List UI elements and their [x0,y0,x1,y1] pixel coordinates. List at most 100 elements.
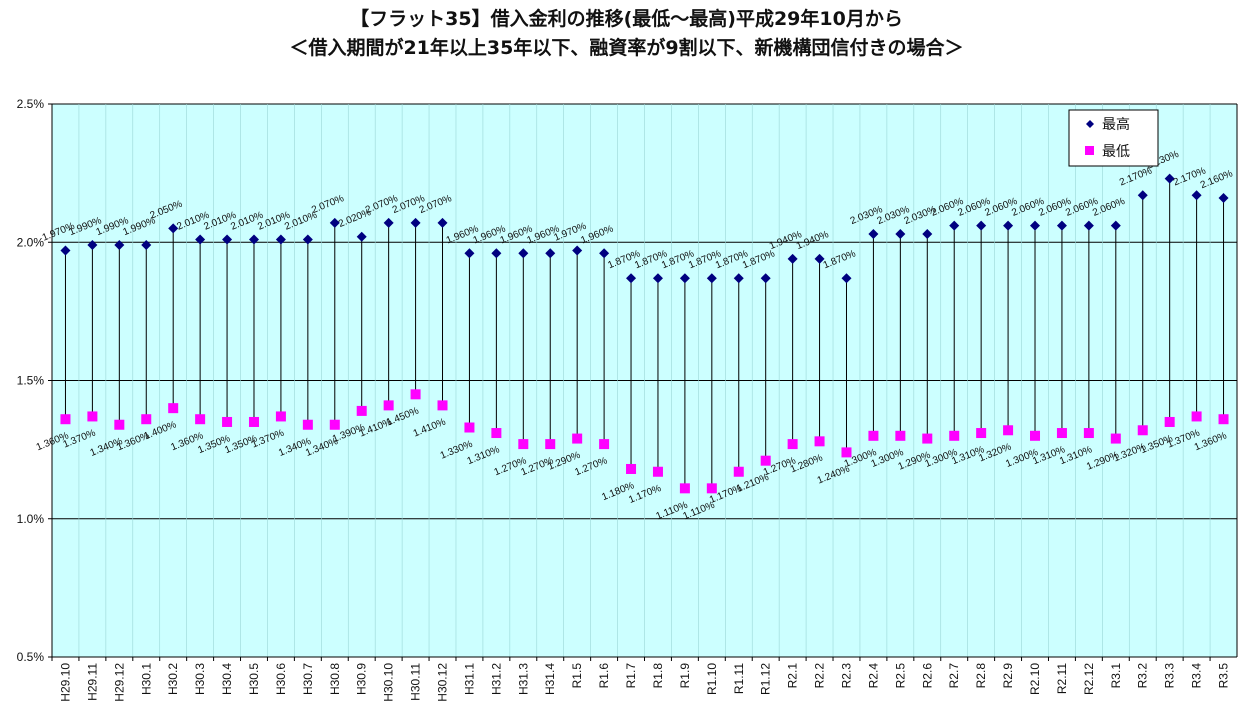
low-point [356,405,367,416]
x-tick-label: H29.10 [58,663,72,702]
x-tick-label: R2.8 [974,663,988,689]
high-point [841,273,852,284]
x-tick-label: R3.4 [1190,663,1204,689]
low-point [599,439,610,450]
x-tick-label: H29.12 [112,663,126,702]
low-point [87,411,98,422]
y-tick-label: 2.5% [17,97,45,111]
x-tick-label: H31.1 [462,663,476,695]
low-point [922,433,933,444]
x-tick-label: R3.1 [1109,663,1123,689]
low-point [1137,425,1148,436]
low-point [760,455,771,466]
low-point [1030,430,1041,441]
x-tick-label: R2.3 [839,663,853,689]
high-point [168,223,179,234]
low-point [275,411,286,422]
y-tick-label: 1.0% [17,512,45,526]
high-point [302,234,313,245]
high-point [949,220,960,231]
low-point [1164,416,1175,427]
high-point [329,217,340,228]
x-tick-label: R1.10 [705,663,719,695]
high-point [114,240,125,251]
high-point [545,248,556,259]
high-point [222,234,233,245]
x-tick-label: R3.2 [1136,663,1150,689]
x-tick-label: H30.2 [166,663,180,695]
low-point [1083,428,1094,439]
low-point [868,430,879,441]
high-point [922,228,933,239]
low-point [491,428,502,439]
high-point [1056,220,1067,231]
x-tick-label: H30.9 [355,663,369,695]
x-tick-label: R1.8 [651,663,665,689]
low-point [949,430,960,441]
high-point [1137,190,1148,201]
x-tick-label: H31.4 [543,663,557,695]
high-point [976,220,987,231]
x-tick-label: H31.2 [489,663,503,695]
x-tick-label: R1.11 [732,663,746,694]
low-point [1218,414,1229,425]
low-point [545,439,556,450]
x-tick-label: R1.5 [570,663,584,689]
high-point [652,273,663,284]
high-point [626,273,637,284]
x-tick-label: H30.10 [382,663,396,702]
low-point [1003,425,1014,436]
high-point [1164,173,1175,184]
low-point [141,414,152,425]
high-point [706,273,717,284]
high-point [248,234,259,245]
high-point [733,273,744,284]
low-point [1110,433,1121,444]
legend-marker-high [1086,120,1094,128]
x-tick-label: H31.3 [516,663,530,695]
high-point [410,217,421,228]
x-tick-label: R2.10 [1028,663,1042,695]
low-point [895,430,906,441]
x-tick-label: R3.5 [1217,663,1231,689]
x-tick-label: R2.7 [947,663,961,689]
high-point [60,245,71,256]
x-tick-label: H30.1 [139,663,153,695]
high-point [1218,193,1229,204]
high-point [518,248,529,259]
x-tick-label: R2.9 [1001,663,1015,689]
x-tick-label: R2.1 [786,663,800,689]
high-point [1030,220,1041,231]
high-point [572,245,583,256]
high-point [787,253,798,264]
low-point [626,463,637,474]
high-point [1003,220,1014,231]
x-tick-label: H30.4 [220,663,234,695]
x-tick-label: R3.3 [1163,663,1177,689]
legend-marker-low [1085,146,1094,155]
high-point [491,248,502,259]
x-tick-label: H29.11 [85,663,99,701]
high-point [464,248,475,259]
low-point [814,436,825,447]
chart-title: 【フラット35】借入金利の推移(最低～最高)平成29年10月から [350,8,903,30]
x-tick-label: R1.9 [678,663,692,689]
low-point [706,483,717,494]
x-tick-label: H30.7 [301,663,315,695]
high-point [356,231,367,242]
legend-label-high: 最高 [1102,116,1130,133]
y-tick-label: 0.5% [17,650,45,664]
legend-box [1068,109,1159,167]
x-tick-label: R2.5 [893,663,907,689]
high-point [814,253,825,264]
high-point [437,217,448,228]
low-point [168,403,179,414]
x-tick-label: H30.8 [328,663,342,695]
low-point [518,439,529,450]
low-point [1056,428,1067,439]
x-tick-label: H30.11 [409,663,423,701]
x-tick-label: H30.3 [193,663,207,695]
x-tick-label: R2.11 [1055,663,1069,694]
low-point [841,447,852,458]
